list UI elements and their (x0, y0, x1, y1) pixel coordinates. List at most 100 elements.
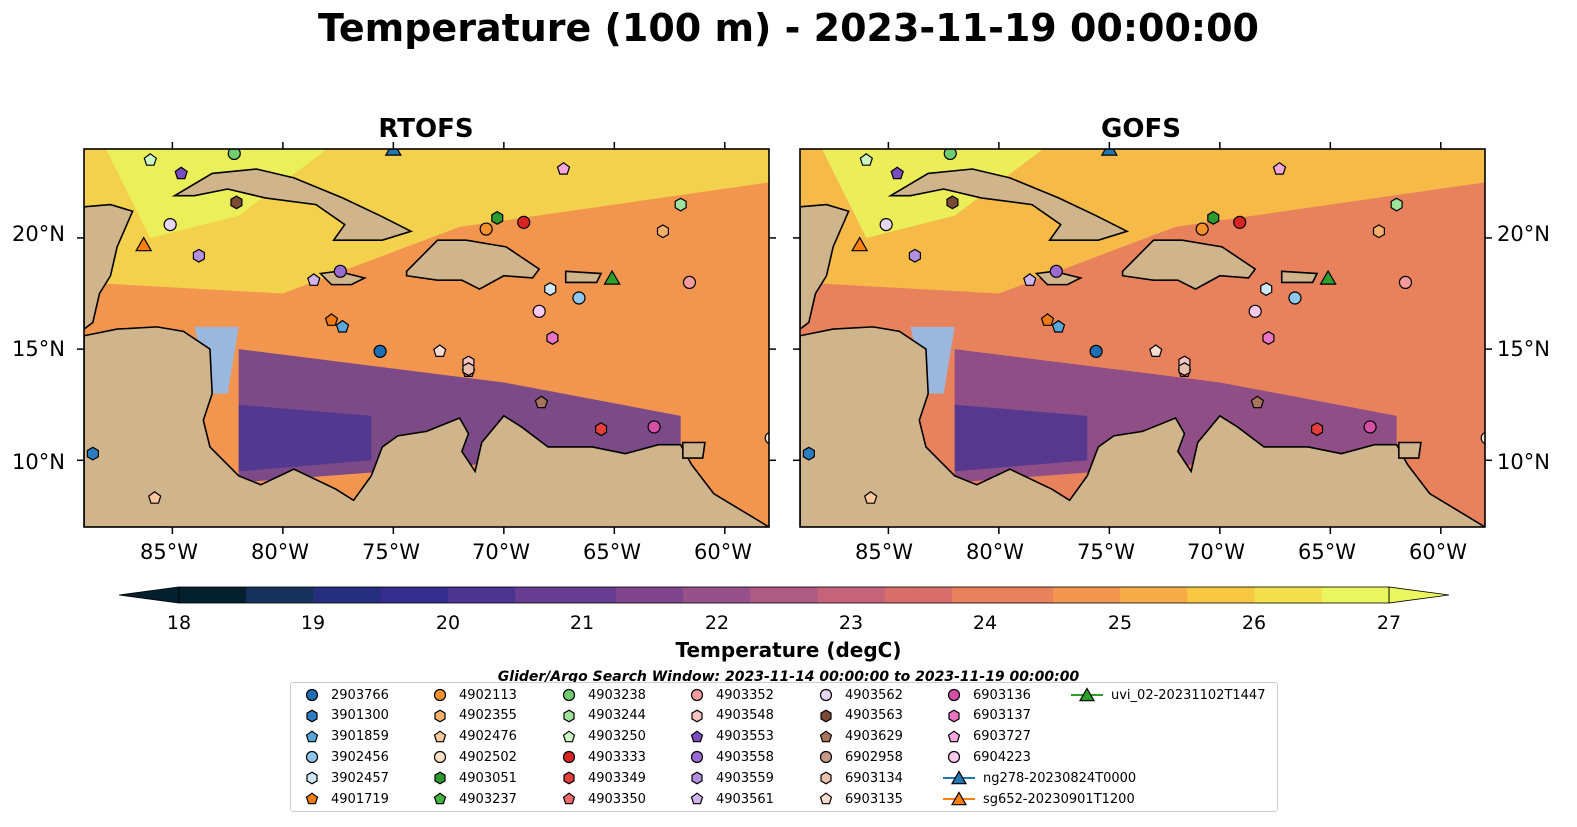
cbar-tick-26: 26 (1241, 612, 1267, 634)
legend-marker-hexagon (434, 771, 446, 785)
marker-4903349 (1310, 422, 1324, 437)
marker-4903333 (517, 215, 531, 229)
legend-marker-circle (562, 688, 576, 702)
cbar-tick-19: 19 (300, 612, 326, 634)
lon-label-70-a: 70°W (472, 540, 530, 564)
legend-marker (947, 688, 961, 702)
marker-6903134 (462, 362, 475, 377)
marker-4902355 (1372, 224, 1386, 239)
legend-marker (305, 688, 319, 702)
legend-label: 4903051 (459, 770, 517, 786)
colorbar-segment (515, 587, 550, 603)
legend-item: 4903051 (427, 768, 517, 788)
legend-item: 4901719 (299, 789, 389, 809)
legend-label: 4903250 (588, 729, 646, 745)
legend-item: 4903563 (813, 706, 903, 726)
colorbar-segment (279, 587, 315, 603)
legend-label: 4903629 (845, 729, 903, 745)
legend-marker (819, 730, 833, 742)
marker-4903250 (859, 153, 874, 166)
colorbar-segment (548, 587, 583, 603)
colorbar-extend-low (118, 586, 180, 604)
colorbar-segment (481, 587, 516, 603)
legend-marker (691, 771, 703, 785)
legend-marker (690, 688, 704, 702)
marker-6903135 (433, 344, 447, 357)
panel-title-gofs: GOFS (1101, 114, 1181, 144)
legend-marker-circle (819, 688, 833, 702)
legend-item: 6903137 (941, 706, 1031, 726)
legend-item: 3901859 (299, 727, 389, 747)
legend-label: 6902958 (845, 749, 903, 765)
colorbar-segment (1254, 587, 1289, 603)
legend-marker-circle (433, 751, 447, 764)
land-mass (1398, 441, 1422, 459)
legend-label: 6903136 (973, 687, 1031, 703)
cbar-tick-23: 23 (838, 612, 864, 634)
colorbar-segment (212, 587, 247, 603)
legend-marker (563, 709, 575, 723)
map-panels (77, 142, 1492, 534)
legend-item: 4902355 (427, 706, 517, 726)
cbar-tick-27: 27 (1376, 612, 1402, 634)
legend-label: 4903350 (588, 791, 646, 807)
search-window-text: Glider/Argo Search Window: 2023-11-14 00… (497, 669, 1080, 683)
colorbar-segment (179, 587, 214, 603)
colorbar-segment (1052, 587, 1088, 603)
legend-marker-hexagon (306, 709, 318, 723)
legend-label: 6903135 (845, 791, 903, 807)
lon-label-70-b: 70°W (1187, 540, 1245, 564)
legend-marker (819, 751, 833, 764)
legend-marker (950, 770, 968, 785)
colorbar-segment (1086, 587, 1121, 603)
colorbar-segment (817, 587, 852, 603)
legend-label: 2903766 (331, 687, 389, 703)
colorbar (118, 586, 1450, 604)
shelf (910, 326, 955, 394)
legend-marker-circle (433, 688, 447, 702)
legend-item: uvi_02-20231102T1447 (1069, 685, 1265, 705)
colorbar-segment (246, 587, 281, 603)
colorbar-extend-high (1388, 586, 1450, 604)
cbar-tick-25: 25 (1107, 612, 1133, 634)
cool-region (238, 404, 372, 472)
colorbar-segment (615, 587, 651, 603)
legend-marker (691, 709, 703, 723)
legend-marker (562, 730, 576, 742)
cbar-tick-21: 21 (569, 612, 595, 634)
legend-item: 4903237 (427, 789, 517, 809)
legend-label: 6903137 (973, 708, 1031, 724)
colorbar-label: Temperature (degC) (675, 638, 902, 662)
lon-label-85-b: 85°W (855, 540, 913, 564)
legend-marker (433, 688, 447, 702)
legend-marker-circle (690, 688, 704, 702)
land-mass (84, 203, 134, 331)
legend-item: 6903727 (941, 727, 1031, 747)
legend-marker (306, 709, 318, 723)
marker-3902457 (544, 282, 557, 297)
legend-label: 4903563 (845, 708, 903, 724)
land-mass (1121, 239, 1257, 290)
legend-marker-pentagon (690, 792, 704, 805)
marker-6903134 (1178, 362, 1191, 377)
colorbar-segment (952, 587, 987, 603)
legend-marker (819, 688, 833, 702)
lat-label-15: 15°N (12, 337, 65, 361)
colorbar-segment (784, 587, 819, 603)
marker-6904223 (532, 304, 546, 318)
marker-4903561 (307, 273, 321, 286)
marker-4902502 (764, 431, 769, 445)
legend-label: uvi_02-20231102T1447 (1111, 687, 1266, 703)
legend-label: 4903333 (588, 749, 646, 765)
colorbar-segment (582, 587, 617, 603)
marker-4903563 (946, 195, 959, 210)
marker-4903250 (143, 153, 158, 166)
legend-item: 4903553 (684, 727, 774, 747)
lat-label-20-right: 20°N (1497, 222, 1550, 246)
marker-sg652-20230901T1200 (135, 236, 153, 252)
legend-marker-triangle (1071, 687, 1103, 702)
legend-marker (563, 771, 575, 785)
legend-marker (690, 751, 704, 764)
legend-marker (306, 771, 318, 785)
legend-item: 3901300 (299, 706, 389, 726)
